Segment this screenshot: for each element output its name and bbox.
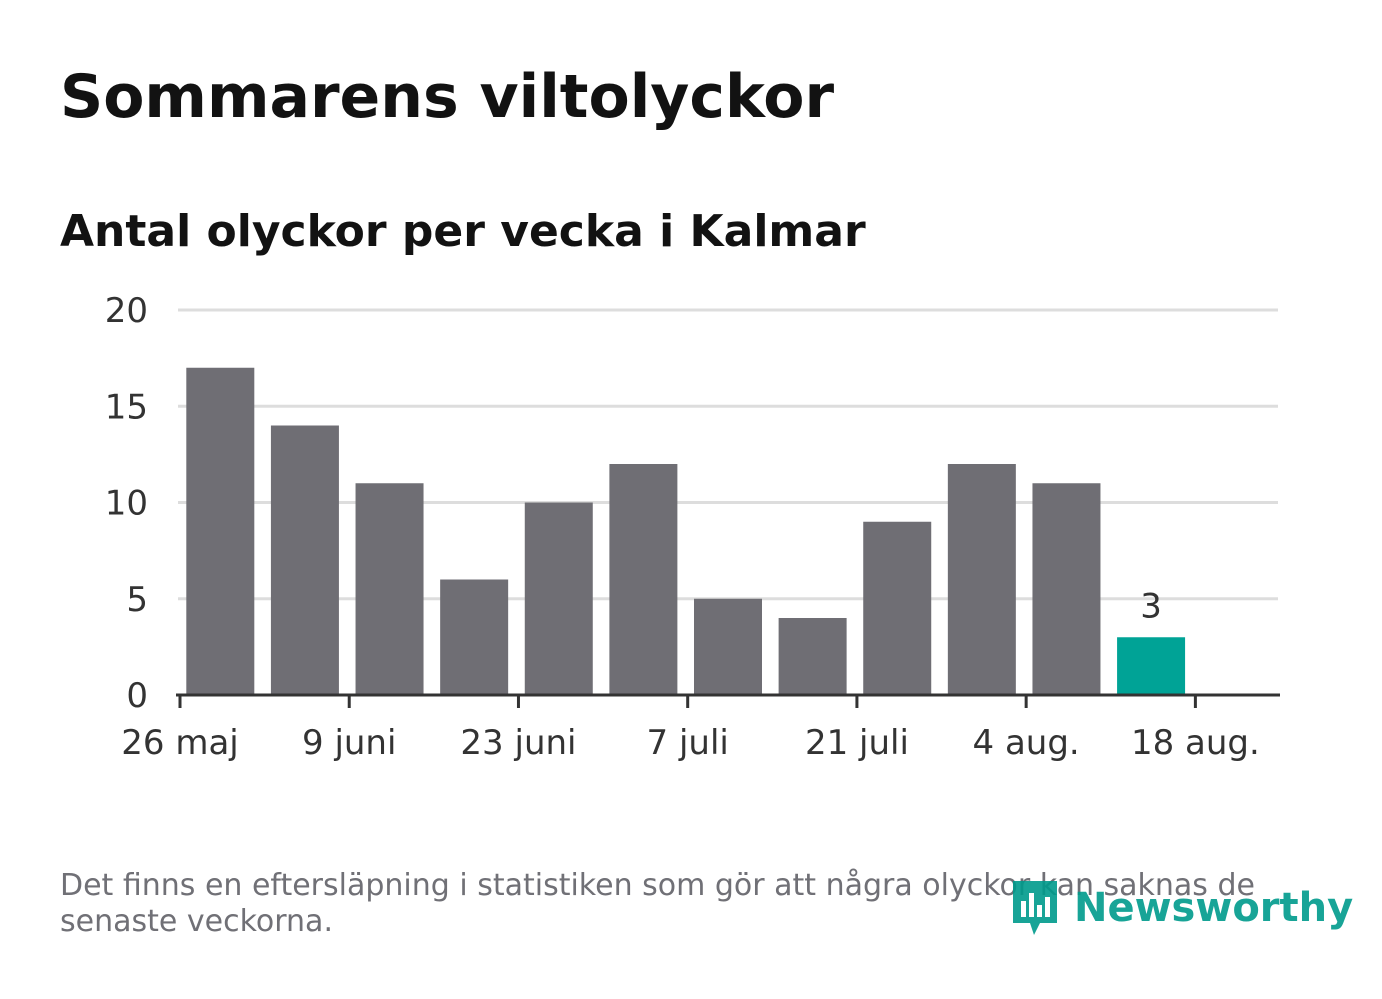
bar: [778, 618, 847, 695]
x-tick-label: 21 juli: [805, 723, 909, 763]
y-tick-label: 10: [105, 484, 148, 524]
x-tick-label: 9 juni: [302, 723, 396, 763]
x-tick-label: 4 aug.: [973, 723, 1080, 763]
x-tick-label: 7 juli: [647, 723, 729, 763]
x-tick-label: 26 maj: [121, 723, 238, 763]
bar: [440, 579, 509, 695]
bar: [1117, 637, 1186, 695]
bars: [186, 367, 1186, 695]
y-tick-label: 20: [105, 291, 148, 331]
bar: [355, 483, 424, 695]
x-tick-label: 18 aug.: [1131, 723, 1260, 763]
bar: [609, 464, 678, 695]
y-tick-label: 5: [126, 580, 148, 620]
y-tick-label: 15: [105, 387, 148, 427]
chart-title: Sommarens viltolyckor: [60, 62, 835, 132]
bar-chart: 0 5 10 15 20 3 26 maj 9 juni 23 juni 7 juli 21 jul…: [105, 291, 1280, 763]
newsworthy-logo: Newsworthy: [1010, 877, 1353, 939]
bar: [270, 425, 339, 695]
bar: [863, 521, 932, 695]
bar: [186, 367, 255, 695]
labels: 0 5 10 15 20 3 26 maj 9 juni 23 juni 7 juli 21 jul…: [105, 291, 1260, 763]
bar: [524, 502, 593, 695]
x-tick-label: 23 juni: [460, 723, 576, 763]
bar: [694, 598, 762, 695]
data-label: 3: [1140, 586, 1162, 626]
gridlines: [178, 308, 1278, 601]
bar: [947, 464, 1016, 695]
chart-subtitle: Antal olyckor per vecka i Kalmar: [60, 206, 866, 257]
x-axis: [176, 693, 1280, 708]
logo-text: Newsworthy: [1074, 885, 1354, 931]
bar: [1032, 483, 1101, 695]
newsworthy-logo-icon: [1010, 875, 1060, 941]
y-tick-label: 0: [126, 676, 148, 716]
